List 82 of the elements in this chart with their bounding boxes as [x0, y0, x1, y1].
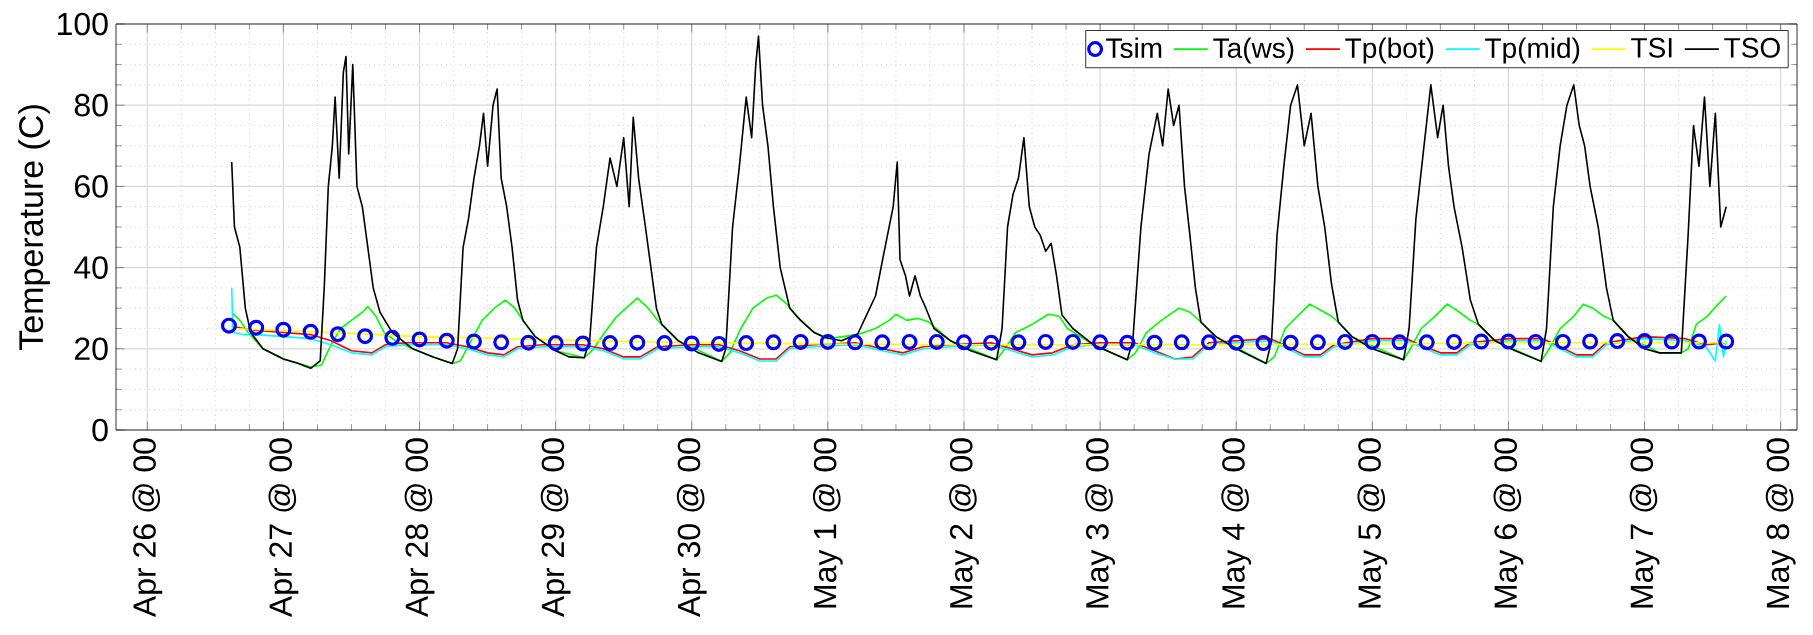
- point: [1718, 333, 1735, 350]
- x-tick-label: May 8 @ 00: [1765, 438, 1796, 608]
- x-tick-label: Apr 30 @ 00: [676, 438, 707, 618]
- point: [1010, 334, 1027, 351]
- point: [1663, 333, 1680, 350]
- point: [384, 329, 401, 346]
- point: [1146, 334, 1163, 351]
- legend-label: TSI: [1631, 37, 1672, 58]
- point: [1609, 333, 1626, 350]
- point: [819, 333, 836, 350]
- y-tick-label: 80: [74, 93, 108, 117]
- point: [1554, 333, 1571, 350]
- point: [1337, 333, 1354, 350]
- point: [438, 332, 455, 349]
- point: [329, 326, 346, 343]
- point: [1173, 334, 1190, 351]
- x-tick-label: Apr 26 @ 00: [132, 438, 163, 618]
- point: [1282, 334, 1299, 351]
- x-tick-label: May 2 @ 00: [949, 438, 979, 608]
- point: [1500, 333, 1517, 350]
- point: [602, 335, 619, 352]
- point: [792, 333, 809, 350]
- legend-label: TSO: [1724, 37, 1780, 58]
- point: [1037, 333, 1054, 350]
- point: [955, 334, 972, 351]
- point: [1119, 334, 1136, 351]
- y-tick-label: 40: [74, 256, 108, 279]
- point: [1200, 334, 1217, 351]
- point: [493, 334, 510, 351]
- x-tick-label: May 4 @ 00: [1221, 438, 1252, 608]
- point: [738, 335, 755, 352]
- y-tick-label: 100: [58, 12, 108, 36]
- point: [1364, 333, 1381, 350]
- point: [710, 335, 727, 352]
- point: [1309, 334, 1326, 351]
- point: [847, 334, 864, 351]
- point: [357, 328, 374, 345]
- point: [1418, 334, 1435, 351]
- x-tick-label: Apr 29 @ 00: [540, 438, 571, 618]
- legend-label: Ta(ws): [1213, 37, 1294, 64]
- legend-label: Tsim: [1106, 37, 1162, 59]
- point: [1064, 333, 1081, 350]
- point: [1582, 333, 1599, 350]
- point: [1228, 334, 1245, 351]
- y-axis-title: Temperature (C): [18, 105, 50, 351]
- point: [465, 333, 482, 350]
- x-tick-label: Apr 28 @ 00: [404, 438, 435, 618]
- y-tick-label: 0: [92, 418, 108, 442]
- x-tick-label: May 6 @ 00: [1493, 438, 1524, 608]
- point: [1255, 335, 1272, 352]
- x-tick-label: Apr 27 @ 00: [268, 438, 299, 618]
- point: [874, 334, 891, 351]
- legend-label: Tp(mid): [1485, 37, 1580, 64]
- point: [928, 333, 945, 350]
- point: [1445, 333, 1462, 350]
- x-tick-label: May 1 @ 00: [812, 438, 843, 608]
- x-tick-label: May 5 @ 00: [1357, 438, 1388, 608]
- point: [1636, 333, 1653, 350]
- point: [220, 317, 237, 334]
- point: [411, 331, 428, 348]
- x-tick-label: May 3 @ 00: [1085, 438, 1116, 608]
- point: [275, 321, 292, 338]
- point: [765, 334, 782, 351]
- point: [629, 334, 646, 351]
- point: [1527, 333, 1544, 350]
- point: [574, 335, 591, 352]
- point: [1391, 334, 1408, 351]
- legend-label: Tp(bot): [1345, 37, 1434, 64]
- point: [1690, 333, 1707, 350]
- point: [1473, 333, 1490, 350]
- point: [683, 335, 700, 352]
- point: [901, 333, 918, 350]
- y-tick-label: 20: [74, 337, 108, 361]
- y-tick-label: 60: [74, 175, 108, 198]
- point: [302, 323, 319, 340]
- x-tick-label: May 7 @ 00: [1629, 438, 1660, 608]
- point: [1092, 334, 1109, 351]
- point: [248, 319, 265, 336]
- point: [547, 335, 564, 352]
- point: [656, 335, 673, 352]
- point: [983, 334, 1000, 351]
- point: [520, 334, 537, 351]
